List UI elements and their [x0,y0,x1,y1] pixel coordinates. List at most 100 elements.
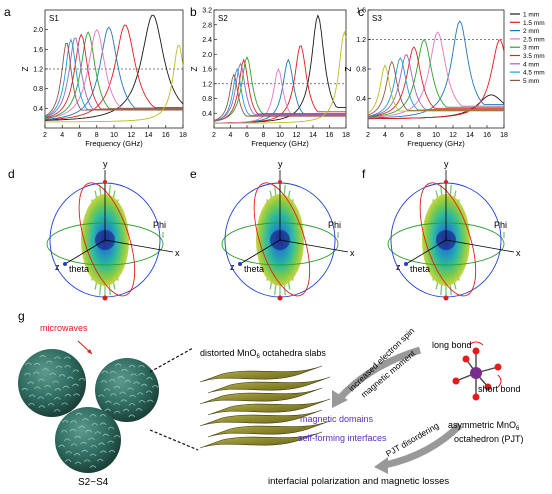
petal [108,379,116,382]
phi-text: Phi [153,220,166,230]
x-tick-label: 18 [342,132,350,139]
legend-label: 1 mm [523,12,539,19]
asym-line-2: octahedron (PJT) [454,434,524,444]
theta-text: theta [410,264,430,274]
series-line [213,73,346,121]
petal [38,378,45,382]
z-axis-line [239,239,281,265]
petal [89,414,97,417]
petal [136,392,144,396]
spin-arrow [337,346,422,401]
x-tick-label: 14 [466,132,474,139]
zoom-line-top [149,347,194,373]
petal [39,355,47,358]
legend-label: 3.5 mm [523,53,545,60]
petal [70,443,78,447]
x-tick-label: 18 [500,132,508,139]
petal [25,362,32,366]
series-line [44,43,183,117]
petal [138,373,145,376]
petal [133,381,140,385]
microsphere [55,407,121,473]
pole-marker-bottom [443,295,449,301]
petal [66,376,74,380]
petal [100,450,107,454]
petal [114,363,122,367]
y-tick-label: 1.6 [356,8,366,15]
y-axis-text: y [103,159,108,169]
petal [83,459,91,463]
petal [64,365,71,368]
petal [107,440,115,444]
petal [110,393,117,396]
petal [100,380,108,383]
x-tick-label: 10 [110,132,118,139]
y-tick-label: 0.4 [202,111,212,118]
panel-g: microwaves S2~S4 distorted MnO6 octahedr… [18,323,524,488]
petal [37,396,45,400]
polar-circle [419,182,477,297]
petal [138,364,145,368]
z-axis-text: z [230,262,235,272]
polar-circle [253,182,311,297]
microsphere-group [18,349,159,473]
x-tick-label: 4 [60,132,64,139]
legend-label: 2.5 mm [523,36,545,43]
petal [80,441,87,445]
petal [128,364,136,368]
petal [65,451,73,454]
series-line [367,20,504,119]
petal [103,388,111,392]
x-tick-label: 14 [309,132,317,139]
x-tick-label: 8 [262,132,266,139]
chart-s3-legend: 1 mm1.5 mm2 mm2.5 mm 3 mm3.5 mm4 mm 4.5 mm… [510,12,545,85]
x-tick-label: 4 [383,132,387,139]
oxygen-atom [484,383,492,391]
x-tick-label: 6 [78,132,82,139]
slab [199,365,323,383]
petal [75,412,83,416]
chart-s3: 2 4 6 8 10 12 14 16 18 0.4 0.8 1.2 1.6 Frequency (GHz… [344,8,508,149]
petal [120,399,128,403]
oxygen-atom [452,377,460,385]
slab-stack [199,365,331,449]
petal [74,435,81,439]
x-axis-line [279,239,349,253]
petal [45,393,52,396]
x-axis-label: Frequency (GHz) [407,139,465,148]
petal [96,458,104,462]
petal [119,391,126,395]
x-axis-line [445,239,515,253]
petal [54,356,61,360]
chart-title: S1 [49,14,59,23]
petal [129,394,136,398]
x-tick-label: 16 [162,132,170,139]
series-line [44,26,183,120]
legend-label: 2 mm [523,28,539,35]
petal [58,444,65,448]
x-tick-label: 2 [366,132,370,139]
petal [64,356,71,360]
petal [113,402,120,406]
oxygen-atom [494,363,502,371]
bottom-caption: interfacial polarization and magnetic lo… [268,476,449,487]
legend-label: 4.5 mm [523,70,545,77]
short-bond-label: short bond [478,384,521,394]
legend-label: 4 mm [523,61,539,68]
y-tick-label: 0.4 [33,106,43,113]
chart-s1: 2 4 6 8 10 12 14 16 18 0.4 0.8 1.2 1.6 2.0 Frequency (… [21,9,187,148]
slab [199,409,323,427]
petal [33,371,40,375]
petal [105,400,112,404]
x-tick-label: 10 [276,132,284,139]
petal [70,420,77,424]
x-tick-label: 12 [127,132,135,139]
y-tick-label: 1.6 [33,47,43,54]
petal [64,393,72,397]
petal [72,369,80,373]
petal [60,430,68,433]
y-tick-label: 0.4 [356,96,366,103]
y-axis-label: Z [344,66,353,71]
petal [151,385,159,388]
petal [73,453,81,456]
